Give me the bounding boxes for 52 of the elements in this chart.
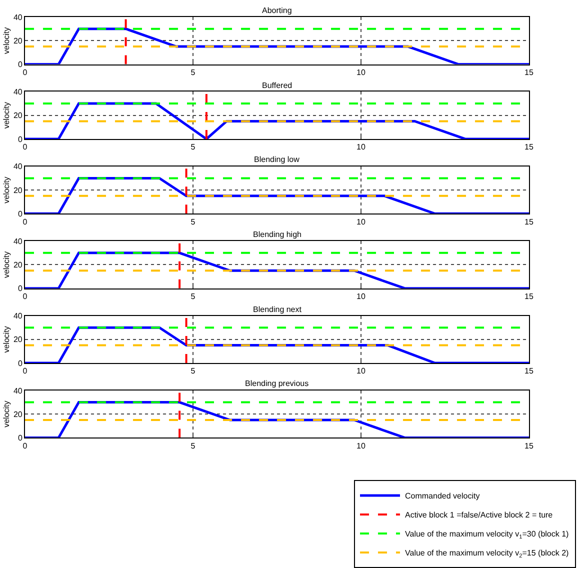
y-axis-title: velocity — [2, 27, 12, 54]
y-tick-label: 20 — [13, 186, 23, 195]
y-axis-title: velocity — [2, 326, 12, 353]
chart-title: Blending previous — [245, 379, 309, 388]
chart-title: Blending high — [253, 230, 302, 239]
y-axis-title: velocity — [2, 176, 12, 204]
x-tick-label: 15 — [524, 217, 534, 226]
chart-title: Blending low — [254, 155, 300, 164]
y-tick-label: 20 — [13, 36, 23, 46]
chart-title: Blending next — [253, 305, 302, 314]
y-tick-label: 20 — [13, 335, 23, 344]
y-tick-label: 40 — [13, 312, 23, 321]
y-tick-label: 20 — [13, 410, 23, 419]
x-tick-label: 5 — [190, 142, 196, 152]
x-tick-label: 5 — [190, 366, 196, 376]
x-tick-label: 5 — [190, 217, 196, 226]
x-tick-label: 10 — [356, 441, 366, 450]
x-tick-label: 15 — [524, 441, 534, 450]
y-tick-label: 20 — [13, 111, 23, 120]
y-axis-title: velocity — [2, 102, 12, 129]
x-tick-label: 5 — [190, 441, 196, 450]
legend-label: Commanded velocity — [405, 492, 480, 501]
chart-title: Aborting — [262, 6, 292, 15]
x-tick-label: 10 — [356, 142, 366, 152]
legend-label: Active block 1 =false/Active block 2 = ture — [405, 510, 554, 520]
x-tick-label: 10 — [356, 366, 366, 376]
y-tick-label: 0 — [18, 284, 23, 294]
x-tick-label: 5 — [190, 68, 196, 77]
x-tick-label: 10 — [356, 292, 366, 301]
x-tick-label: 15 — [524, 68, 534, 77]
y-tick-label: 0 — [18, 60, 23, 70]
y-tick-label: 0 — [18, 358, 23, 368]
y-tick-label: 0 — [18, 209, 23, 218]
x-tick-label: 5 — [190, 292, 196, 301]
y-tick-label: 40 — [13, 162, 23, 172]
y-axis-title: velocity — [2, 251, 12, 278]
y-tick-label: 40 — [13, 88, 23, 97]
x-tick-label: 15 — [524, 366, 534, 376]
x-tick-label: 15 — [524, 292, 534, 301]
y-tick-label: 40 — [13, 386, 23, 396]
y-tick-label: 0 — [18, 134, 23, 144]
x-tick-label: 10 — [356, 68, 366, 77]
x-tick-label: 10 — [356, 217, 366, 226]
legend-label: Value of the maximum velocity v$_{2}$=15 (block 2) — [405, 548, 570, 560]
y-tick-label: 20 — [13, 260, 23, 270]
legend-label: Value of the maximum velocity v$_{1}$=30 (block 1) — [405, 530, 570, 540]
y-tick-label: 0 — [18, 434, 23, 443]
y-tick-label: 40 — [13, 236, 23, 246]
y-axis-title: velocity — [2, 400, 12, 428]
chart-title: Buffered — [262, 81, 292, 90]
y-tick-label: 40 — [13, 12, 23, 22]
x-tick-label: 15 — [524, 142, 534, 152]
